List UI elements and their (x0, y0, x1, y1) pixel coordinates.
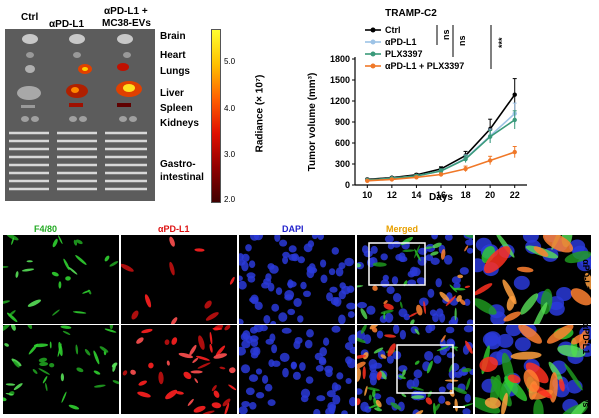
series-3-point-0 (365, 178, 370, 183)
y-tick-label-3: 900 (335, 117, 350, 127)
organ-intestinal: intestinal (160, 172, 204, 183)
y-tick-label-1: 300 (335, 159, 350, 169)
channel-label-f4-80: F4/80 (34, 224, 58, 234)
organ-brain: Brain (160, 31, 186, 42)
micrograph-r1-merged-zoom (475, 235, 591, 324)
x-axis-label: Days (429, 192, 453, 202)
colorbar-tick-3: 3.0 (224, 150, 236, 159)
radiance-colorbar (211, 29, 221, 203)
series-2-point-3 (438, 168, 444, 174)
x-tick-label-3: 16 (436, 190, 446, 200)
legend-label-1: αPD-L1 (385, 37, 417, 47)
micrograph-r1-merged (357, 235, 473, 324)
micrograph-r2-merged-zoom (475, 325, 591, 414)
micrograph-r1-apdl1 (121, 235, 237, 324)
x-tick-label-6: 22 (510, 190, 520, 200)
col-label-apdl1: αPD-L1 (49, 19, 85, 30)
micrograph-r2-dapi (239, 325, 355, 414)
sig-label-0: ns (441, 29, 451, 40)
channel-label-dapi: DAPI (282, 224, 304, 234)
x-tick-label-1: 12 (387, 190, 397, 200)
y-tick-label-2: 600 (335, 138, 350, 148)
y-tick-label-5: 1500 (330, 75, 350, 85)
x-tick-label-5: 20 (485, 190, 495, 200)
tumor-volume-chart: 0 300 600 900 1200 1500 1800 10 12 14 16 18 20 22 Days… (307, 8, 527, 202)
micrograph-r2-apdl1 (121, 325, 237, 414)
colorbar-tick-5: 5.0 (224, 57, 236, 66)
col-label-apdl1-plus: αPD-L1 + (104, 6, 148, 17)
col-label-ctrl: Ctrl (21, 12, 39, 23)
ivis-image (5, 29, 155, 201)
series-3-point-1 (389, 177, 395, 182)
organ-lungs: Lungs (160, 66, 190, 77)
micrograph-r1-f4-80 (3, 235, 119, 324)
row-label-apdl1-mc38: αPD-L1 + MC38-Evs (581, 322, 591, 408)
series-3-point-2 (414, 175, 419, 180)
col-label-mc38-evs: MC38-EVs (102, 18, 151, 29)
x-tick-label-4: 18 (461, 190, 471, 200)
micrograph-r1-dapi (239, 235, 355, 324)
micrograph-r2-f4-80 (3, 325, 119, 414)
sig-label-1: ns (457, 35, 467, 46)
series-2-point-6 (512, 117, 517, 123)
organ-liver: Liver (160, 88, 184, 99)
x-tick-label-0: 10 (362, 190, 372, 200)
organ-heart: Heart (160, 50, 186, 61)
legend-marker-3 (370, 63, 376, 69)
legend-marker-2 (370, 51, 376, 57)
colorbar-tick-4: 4.0 (224, 104, 236, 113)
organ-spleen: Spleen (160, 103, 193, 114)
legend-label-2: PLX3397 (385, 49, 423, 59)
organ-kidneys: Kidneys (160, 118, 199, 129)
series-0-point-6 (512, 92, 517, 97)
legend-marker-0 (370, 27, 376, 33)
micrograph-r2-merged (357, 325, 473, 414)
legend-label-0: Ctrl (385, 25, 401, 35)
series-3-point-5 (487, 158, 493, 163)
series-3-point-6 (512, 149, 517, 155)
colorbar-label: Radiance (× 10⁷) (254, 74, 266, 153)
organ-gastro: Gastro- (160, 159, 196, 170)
y-tick-label-6: 1800 (330, 54, 350, 64)
series-2-point-5 (487, 134, 493, 139)
x-tick-label-2: 14 (411, 190, 421, 200)
sig-label-2: *** (497, 37, 507, 48)
series-2-point-4 (463, 156, 468, 162)
y-tick-label-0: 0 (345, 180, 350, 190)
channel-label-apdl1: αPD-L1 (158, 224, 190, 234)
row-label-apdl1: αPD-L1 (581, 259, 591, 291)
colorbar-tick-2: 2.0 (224, 195, 236, 204)
legend-label-3: αPD-L1 + PLX3397 (385, 61, 464, 71)
chart-title: TRAMP-C2 (385, 8, 437, 19)
y-tick-label-4: 1200 (330, 96, 350, 106)
y-axis-label: Tumor volume (mm³) (307, 73, 318, 172)
series-3-point-3 (438, 172, 444, 177)
series-3-point-4 (463, 166, 468, 172)
channel-label-merged: Merged (386, 224, 419, 234)
legend-marker-1 (370, 39, 376, 45)
